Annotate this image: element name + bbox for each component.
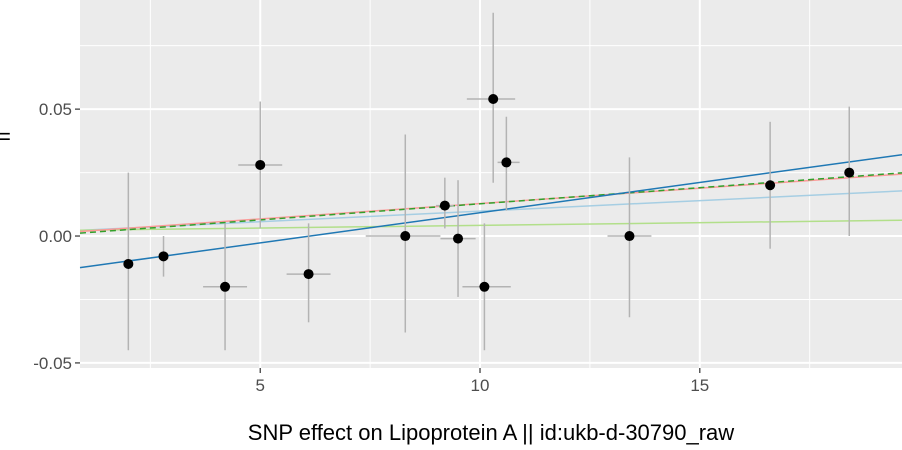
y-axis-ticks: -0.05 0.00 0.05 — [33, 100, 80, 373]
data-point — [220, 281, 231, 292]
x-axis-title: SNP effect on Lipoprotein A || id:ukb-d-… — [248, 420, 734, 445]
data-point — [488, 93, 499, 104]
x-tick-label: 15 — [690, 376, 709, 395]
regression-line-5 — [79, 153, 902, 269]
data-point — [501, 157, 512, 168]
data-points — [123, 93, 855, 292]
data-point — [123, 258, 134, 269]
regression-line-2 — [79, 219, 902, 231]
x-tick-label: 10 — [471, 376, 490, 395]
data-point — [158, 251, 169, 262]
y-tick-label: 0.05 — [39, 100, 72, 119]
y-tick-label: 0.00 — [39, 227, 72, 246]
major-grid — [80, 0, 902, 368]
data-point — [303, 269, 314, 280]
data-point — [453, 233, 464, 244]
data-point — [479, 281, 490, 292]
x-tick-label: 5 — [255, 376, 264, 395]
data-point — [765, 180, 776, 191]
data-point — [439, 200, 450, 211]
minor-grid — [80, 0, 902, 368]
data-point — [844, 167, 855, 178]
regression-line-4 — [79, 172, 902, 234]
regression-lines — [79, 153, 902, 269]
y-axis-title-fragment: = — [0, 124, 11, 149]
x-axis-ticks: 5 10 15 — [255, 368, 709, 395]
data-point — [624, 231, 635, 242]
panel-background — [80, 0, 902, 368]
data-point — [255, 159, 266, 170]
data-point — [400, 231, 411, 242]
y-tick-label: -0.05 — [33, 354, 72, 373]
